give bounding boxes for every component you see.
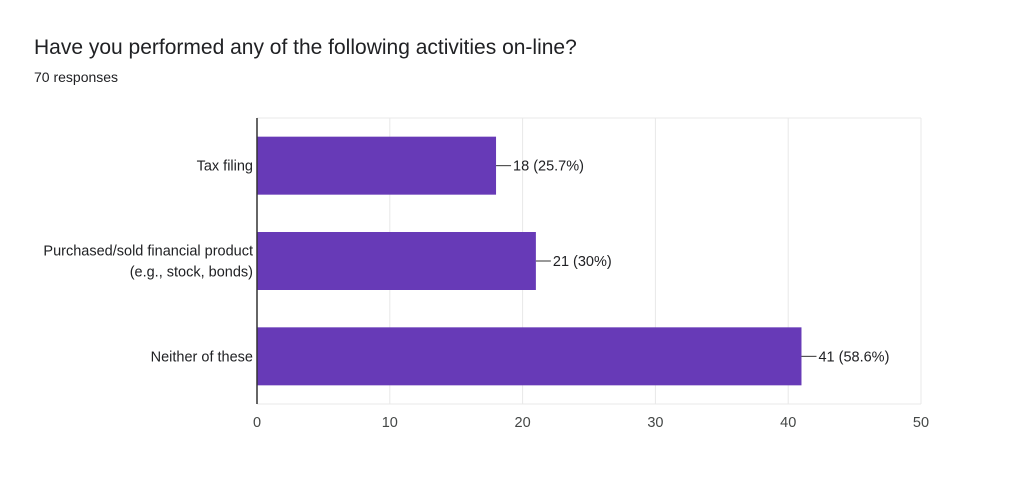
- data-label: 41 (58.6%): [818, 349, 889, 365]
- bar: [257, 232, 536, 290]
- bar: [257, 136, 497, 195]
- chart-title: Have you performed any of the following …: [34, 36, 577, 59]
- x-tick-label: 50: [913, 415, 929, 431]
- bar: [257, 327, 802, 386]
- data-label: 18 (25.7%): [513, 159, 584, 175]
- x-tick-label: 30: [647, 415, 663, 431]
- category-label: Purchased/sold financial product: [43, 244, 253, 260]
- response-count: 70 responses: [34, 69, 119, 85]
- category-label: Neither of these: [151, 349, 253, 365]
- data-label: 21 (30%): [553, 254, 612, 270]
- x-tick-label: 20: [515, 415, 531, 431]
- x-tick-label: 40: [780, 415, 796, 431]
- category-label: (e.g., stock, bonds): [130, 265, 253, 281]
- x-tick-label: 0: [253, 415, 261, 431]
- category-label: Tax filing: [197, 159, 253, 175]
- x-tick-label: 10: [382, 415, 398, 431]
